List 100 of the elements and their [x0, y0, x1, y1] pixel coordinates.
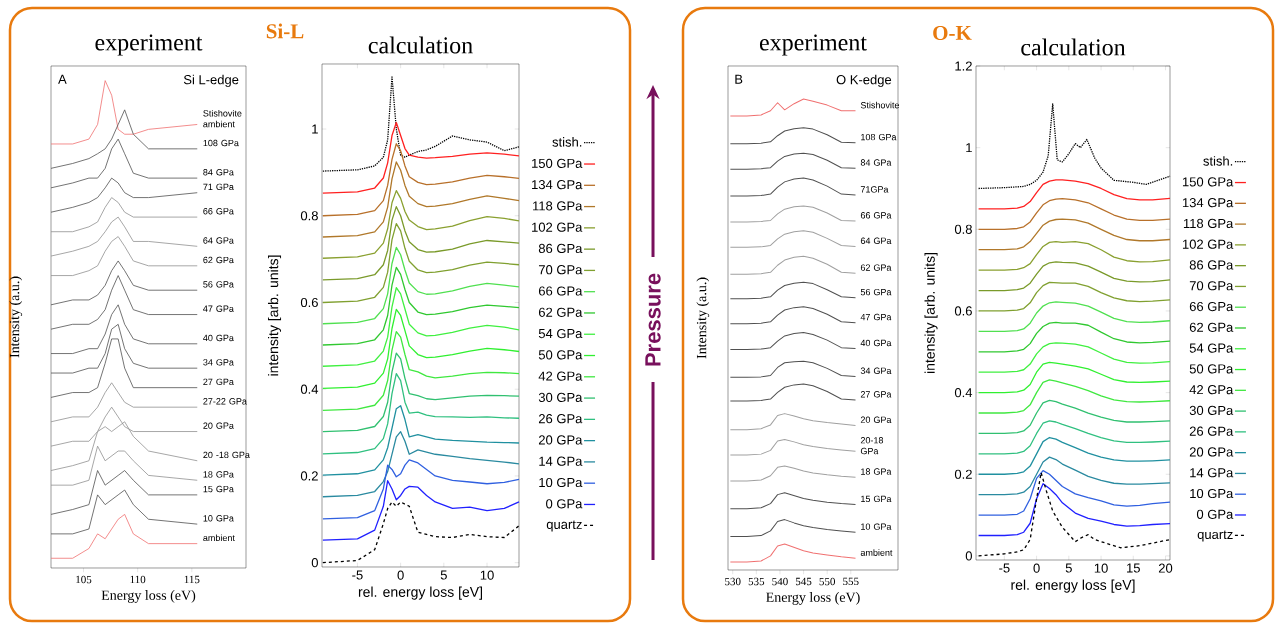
- line-series: [977, 436, 1171, 475]
- series-label: Stishovite ambient: [203, 109, 242, 128]
- line-series: [977, 456, 1171, 496]
- legend-label: stish.: [552, 137, 582, 147]
- line-series: [977, 483, 1171, 537]
- x-tick-label: 110: [130, 575, 146, 584]
- x-tick-label: 550: [819, 577, 836, 586]
- annotation: Si L-edge: [183, 74, 239, 87]
- legend-label: 102 GPa: [532, 222, 583, 232]
- series-label: 66 GPa: [860, 212, 892, 219]
- series-label: 34 GPa: [203, 359, 234, 366]
- legend-label: 70 GPa: [538, 265, 583, 275]
- y-tick-label: 0.4: [300, 384, 319, 394]
- series-label: 20 -18 GPa: [203, 451, 250, 459]
- x-axis-title: rel. energy loss [eV]: [358, 586, 482, 600]
- legend-label: 14 GPa: [539, 456, 583, 466]
- legend-label: 62 GPa: [1189, 322, 1234, 332]
- line-series: [977, 342, 1171, 373]
- legend-label: 86 GPa: [538, 243, 583, 254]
- line-series: [322, 143, 520, 217]
- chart-title: calculation: [368, 36, 473, 54]
- legend-label: 26 GPa: [538, 414, 583, 424]
- series-label: 27 GPa: [860, 391, 892, 398]
- x-tick-label: 5: [1065, 563, 1072, 573]
- line-series: [322, 352, 520, 433]
- x-tick-label: 545: [795, 577, 812, 586]
- y-tick-label: 0.6: [954, 306, 972, 316]
- line-series: [977, 379, 1171, 414]
- line-series: [322, 330, 520, 412]
- legend-label: 150 GPa: [1182, 177, 1234, 187]
- series-label: 20 GPa: [860, 416, 892, 423]
- chart-subtitle: Si-L: [266, 23, 304, 39]
- legend-label: 62 GPa: [538, 307, 583, 317]
- series-label: 20 GPa: [203, 422, 234, 429]
- series-label: 40 GPa: [860, 339, 892, 347]
- annotation: A: [58, 74, 67, 84]
- legend-label: 66 GPa: [538, 286, 583, 296]
- line-series: [322, 372, 520, 455]
- chart-subtitle: O-K: [933, 25, 972, 41]
- x-tick-label: -5: [999, 563, 1010, 573]
- series-label: 34 GPa: [860, 367, 892, 374]
- line-series: [977, 321, 1171, 353]
- legend-label: quartz: [1197, 530, 1233, 542]
- series-label: 62 GPa: [203, 256, 234, 264]
- text: O K-edge: [836, 74, 892, 87]
- legend-label: 0 GPa: [546, 499, 583, 509]
- line-series: [977, 198, 1171, 230]
- x-tick-label: -5: [352, 570, 363, 580]
- series-label: 10 GPa: [203, 515, 234, 522]
- series-label: 66 GPa: [203, 208, 234, 215]
- x-tick-label: 10: [480, 570, 494, 580]
- y-tick-label: 1: [966, 143, 972, 153]
- line-series: [322, 246, 520, 325]
- legend-label: 134 GPa: [1182, 198, 1234, 208]
- line-series: [322, 161, 520, 238]
- x-axis-title: rel. energy loss [eV]: [1011, 579, 1135, 593]
- x-tick-label: 540: [772, 577, 788, 586]
- y-tick-label: 1: [312, 124, 318, 134]
- line-series: [322, 308, 520, 389]
- x-tick-label: 105: [76, 575, 92, 584]
- series-label: 108 GPa: [861, 133, 897, 141]
- series-label: 56 GPa: [860, 288, 892, 296]
- legend-label: 0 GPa: [1196, 509, 1234, 519]
- line-series: [977, 240, 1171, 271]
- line-series: [322, 266, 520, 346]
- line-series: [977, 399, 1171, 435]
- x-tick-label: 20: [1158, 563, 1173, 573]
- y-tick-label: 0.2: [300, 471, 318, 481]
- legend-label: 150 GPa: [532, 158, 583, 168]
- legend-label: 42 GPa: [538, 371, 583, 381]
- series-label: 27-22 GPa: [203, 398, 247, 405]
- series-label: 15 GPa: [203, 485, 234, 493]
- series-label: 56 GPa: [203, 281, 234, 288]
- line-series: [322, 121, 520, 194]
- series-label: 71 GPa: [203, 183, 234, 191]
- legend-label: 118 GPa: [1183, 218, 1234, 229]
- legend-label: 118 GPa: [533, 201, 583, 211]
- y-tick-label: 0.2: [954, 469, 972, 479]
- legend-label: 86 GPa: [1189, 260, 1234, 270]
- legend-label: 30 GPa: [538, 392, 583, 402]
- y-tick-label: 0.6: [300, 297, 318, 308]
- x-axis-title: Energy loss (eV): [101, 590, 196, 603]
- series-label: 64 GPa: [860, 237, 892, 244]
- series-label: ambient: [860, 549, 893, 556]
- legend-label: stish.: [1203, 156, 1233, 166]
- series-label: 71GPa: [860, 186, 889, 193]
- line-series: [977, 218, 1171, 251]
- x-tick-label: 555: [843, 577, 859, 586]
- series-label: 15 GPa: [861, 495, 892, 503]
- legend-label: quartz: [546, 520, 582, 532]
- series-label: 84 GPa: [203, 169, 234, 176]
- x-tick-label: 5: [440, 570, 447, 580]
- chart-title: experiment: [95, 34, 203, 56]
- line-series: [322, 480, 520, 541]
- legend-label: 66 GPa: [1189, 301, 1234, 312]
- series-label: 108 GPa: [203, 139, 239, 147]
- legend-label: 10 GPa: [1190, 488, 1234, 499]
- series-label: 40 GPa: [203, 334, 234, 342]
- x-tick-label: 0: [1033, 563, 1040, 573]
- x-tick-label: 535: [748, 577, 765, 586]
